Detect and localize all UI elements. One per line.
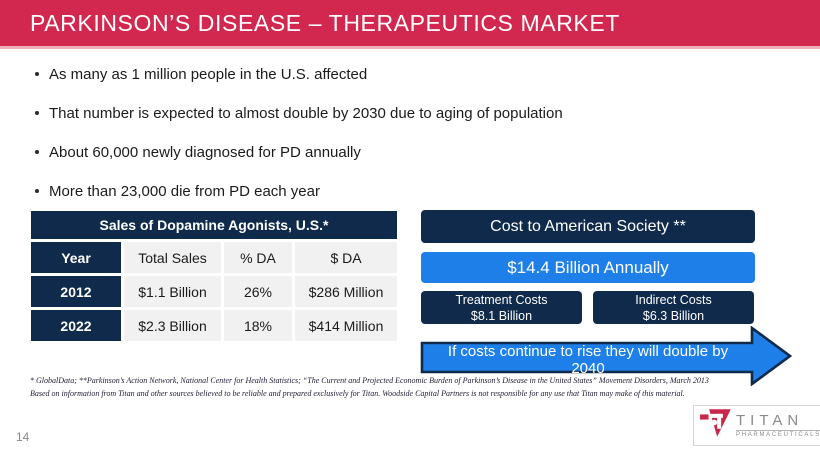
treatment-costs-value: $8.1 Billion — [470, 308, 533, 323]
table-cell: $414 Million — [295, 310, 397, 341]
column-header: $ DA — [295, 242, 397, 273]
titan-logo: TITAN PHARMACEUTICALS — [693, 405, 820, 446]
cost-society-header: Cost to American Society ** — [421, 210, 755, 243]
table-cell: 18% — [224, 310, 292, 341]
indirect-costs-label: Indirect Costs — [635, 292, 712, 307]
bullet-text: More than 23,000 die from PD each year — [49, 183, 320, 200]
list-item: About 60,000 newly diagnosed for PD annu… — [30, 144, 650, 161]
sales-table: Sales of Dopamine Agonists, U.S.* Year T… — [28, 208, 400, 344]
table-cell: 2012 — [31, 276, 121, 307]
bullet-list: As many as 1 million people in the U.S. … — [30, 66, 650, 222]
table-title-row: Sales of Dopamine Agonists, U.S.* — [31, 211, 397, 239]
column-header: Total Sales — [124, 242, 221, 273]
table-title: Sales of Dopamine Agonists, U.S.* — [31, 211, 397, 239]
bullet-icon — [35, 111, 39, 115]
page-number: 14 — [16, 430, 30, 444]
logo-name: TITAN — [736, 412, 804, 430]
list-item: That number is expected to almost double… — [30, 105, 650, 122]
bullet-text: That number is expected to almost double… — [49, 105, 563, 122]
table-row: 2012 $1.1 Billion 26% $286 Million — [31, 276, 397, 307]
page-title: PARKINSON’S DISEASE – THERAPEUTICS MARKE… — [30, 9, 620, 36]
forecast-arrow-icon — [420, 325, 794, 387]
column-header: % DA — [224, 242, 292, 273]
table-cell: $2.3 Billion — [124, 310, 221, 341]
bullet-icon — [35, 189, 39, 193]
table-cell: 26% — [224, 276, 292, 307]
footnote-line: Based on information from Titan and othe… — [30, 388, 685, 398]
footnote-line: * GlobalData; **Parkinson’s Action Netwo… — [30, 376, 709, 385]
treatment-costs-label: Treatment Costs — [455, 292, 548, 307]
header-bar: PARKINSON’S DISEASE – THERAPEUTICS MARKE… — [0, 0, 820, 49]
annual-total-box: $14.4 Billion Annually — [421, 252, 755, 283]
indirect-costs-value: $6.3 Billion — [642, 308, 705, 323]
treatment-costs-box: Treatment Costs $8.1 Billion — [421, 291, 582, 324]
forecast-arrow-text: If costs continue to rise they will doub… — [447, 343, 729, 377]
titan-logo-text: TITAN PHARMACEUTICALS — [736, 413, 820, 438]
bullet-icon — [35, 150, 39, 154]
bullet-text: As many as 1 million people in the U.S. … — [49, 66, 368, 83]
table-cell: $286 Million — [295, 276, 397, 307]
table-header-row: Year Total Sales % DA $ DA — [31, 242, 397, 273]
indirect-costs-box: Indirect Costs $6.3 Billion — [593, 291, 754, 324]
table-cell: $1.1 Billion — [124, 276, 221, 307]
list-item: More than 23,000 die from PD each year — [30, 183, 650, 200]
logo-subtitle: PHARMACEUTICALS — [736, 429, 820, 438]
bullet-icon — [35, 72, 39, 76]
list-item: As many as 1 million people in the U.S. … — [30, 66, 650, 83]
table-cell: 2022 — [31, 310, 121, 341]
bullet-text: About 60,000 newly diagnosed for PD annu… — [49, 144, 361, 161]
table-row: 2022 $2.3 Billion 18% $414 Million — [31, 310, 397, 341]
footnotes: * GlobalData; **Parkinson’s Action Netwo… — [30, 375, 800, 400]
column-header: Year — [31, 242, 121, 273]
titan-logo-mark-icon — [700, 406, 732, 445]
